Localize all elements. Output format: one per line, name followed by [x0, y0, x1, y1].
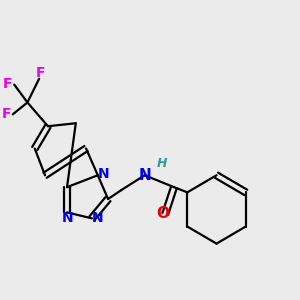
- Text: O: O: [156, 206, 170, 221]
- Text: N: N: [139, 168, 152, 183]
- Text: N: N: [97, 167, 109, 181]
- Text: N: N: [62, 212, 74, 225]
- Text: F: F: [3, 77, 13, 91]
- Text: H: H: [157, 157, 167, 170]
- Text: F: F: [2, 107, 11, 121]
- Text: N: N: [92, 211, 103, 225]
- Text: F: F: [36, 66, 45, 80]
